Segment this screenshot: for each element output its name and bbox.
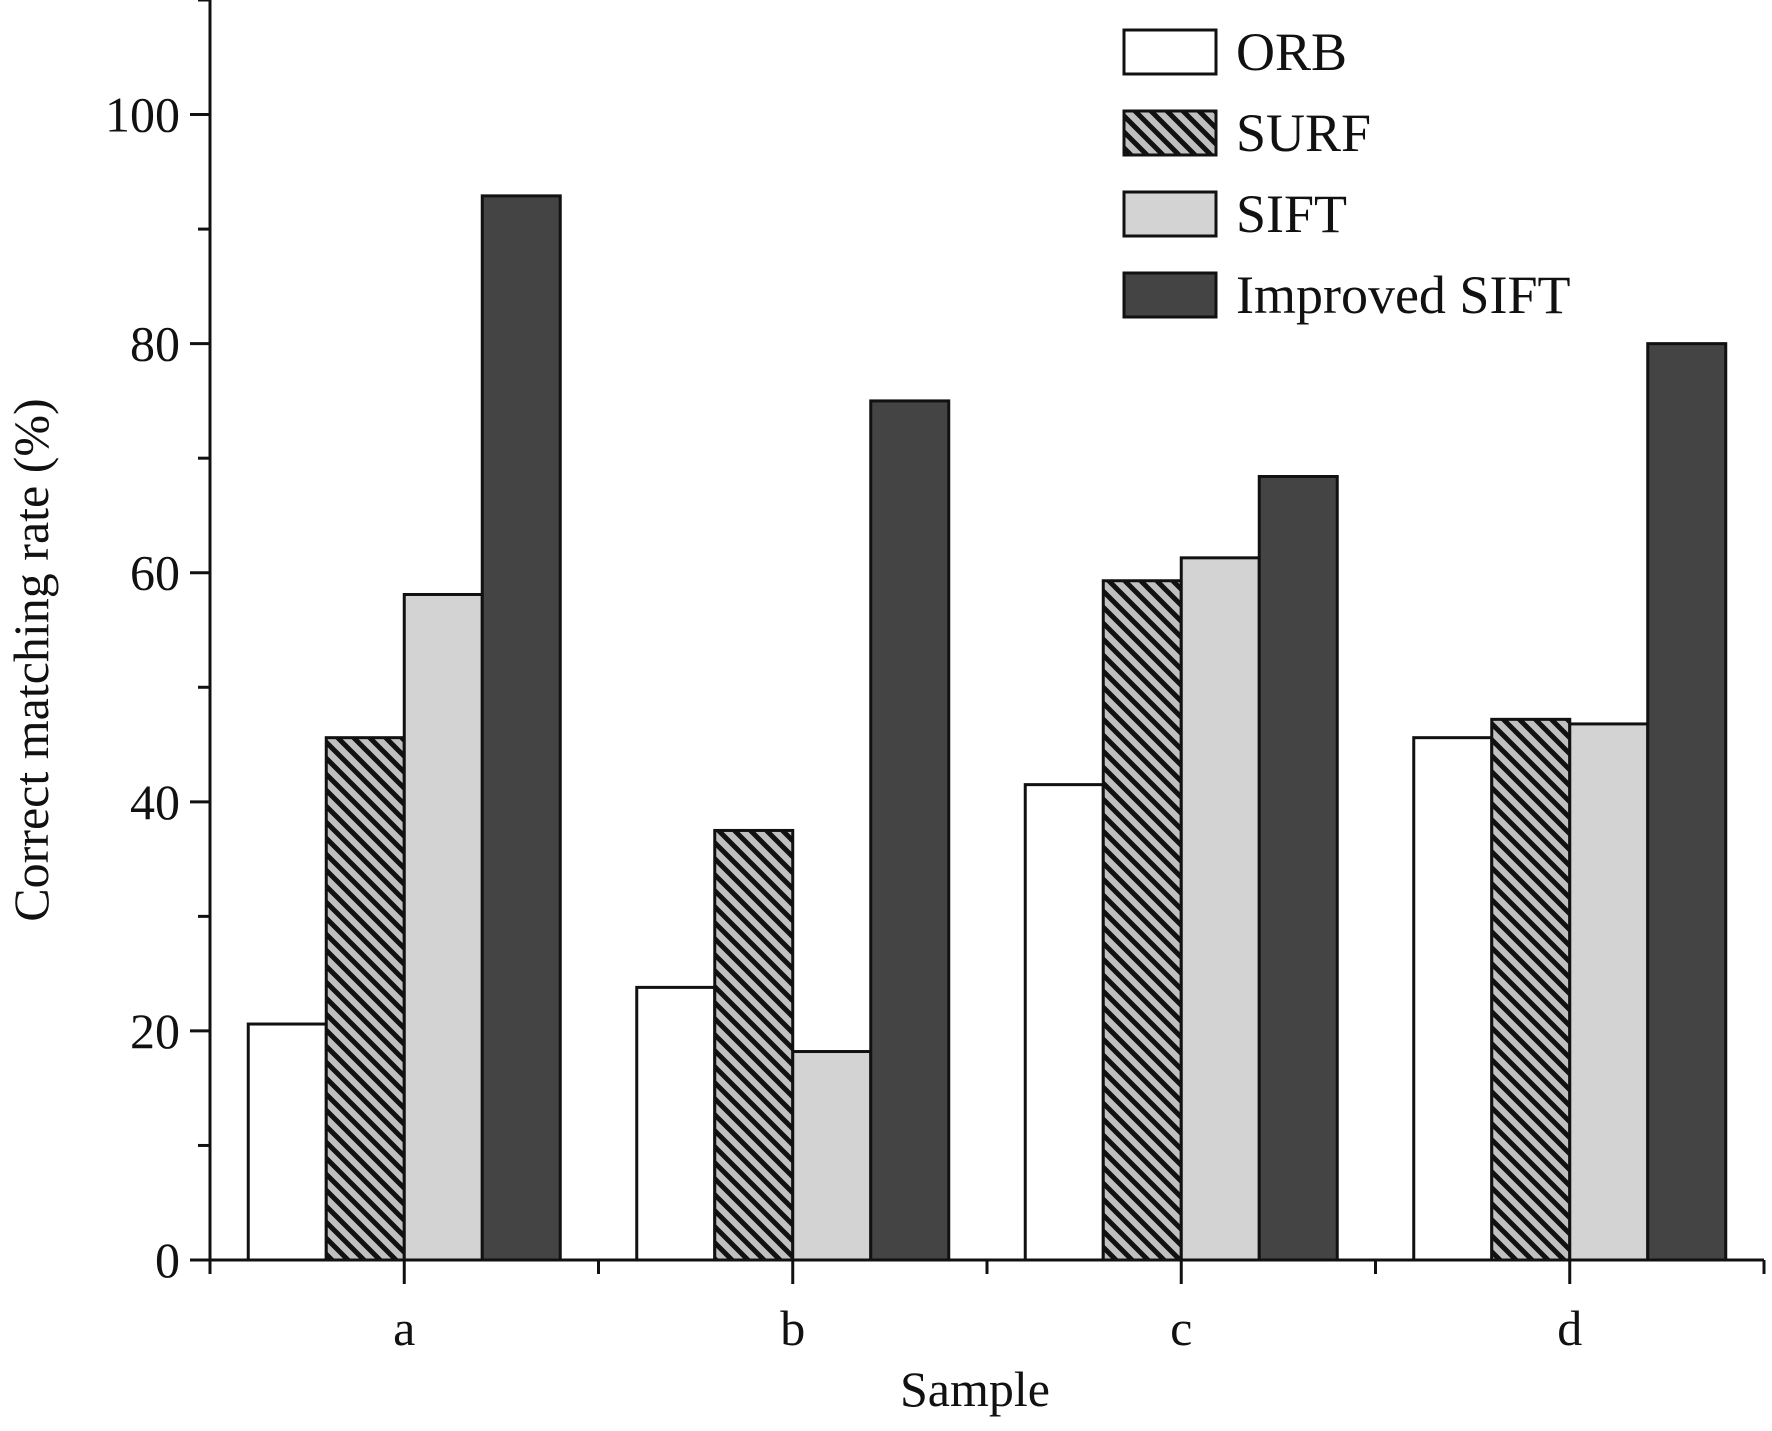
x-tick-label-a: a	[393, 1300, 415, 1356]
y-tick-label: 60	[130, 545, 180, 601]
bar-improved-sift-c	[1257, 475, 1339, 1262]
bar-sift-c	[1179, 556, 1261, 1262]
legend-label-improved-sift: Improved SIFT	[1236, 265, 1570, 325]
bar-improved-sift-d	[1646, 342, 1728, 1262]
x-tick-label-b: b	[780, 1300, 805, 1356]
legend-label-orb: ORB	[1236, 22, 1347, 82]
bar-sift-b	[791, 1050, 873, 1262]
bar-sift-d	[1568, 722, 1650, 1262]
legend-swatch-sift	[1122, 190, 1218, 238]
legend-label-surf: SURF	[1236, 103, 1371, 163]
x-tick-label-d: d	[1557, 1300, 1582, 1356]
x-axis-label: Sample	[900, 1361, 1050, 1417]
bar-orb-b	[635, 985, 717, 1262]
y-tick-label: 0	[155, 1232, 180, 1288]
y-tick-label: 100	[105, 87, 180, 143]
bar-improved-sift-b	[869, 399, 951, 1262]
bar-surf-a	[324, 736, 406, 1262]
bar-surf-b	[713, 828, 795, 1262]
bar-orb-a	[246, 1022, 328, 1262]
bar-orb-d	[1412, 736, 1494, 1262]
x-tick-label-c: c	[1170, 1300, 1192, 1356]
y-axis-label: Correct matching rate (%)	[3, 398, 59, 921]
bars-layer	[246, 194, 1728, 1262]
bar-surf-c	[1101, 579, 1183, 1262]
y-tick-label: 40	[130, 774, 180, 830]
bar-sift-a	[402, 592, 484, 1262]
legend-swatch-orb	[1122, 28, 1218, 76]
bar-surf-d	[1490, 717, 1572, 1262]
bar-improved-sift-a	[480, 194, 562, 1262]
y-tick-label: 20	[130, 1003, 180, 1059]
axes-layer: 0 20 40 60 80 100 a b c d	[105, 0, 1766, 1356]
legend-swatch-improved-sift	[1122, 271, 1218, 319]
legend-swatch-surf	[1122, 109, 1218, 157]
y-tick-label: 80	[130, 316, 180, 372]
legend-label-sift: SIFT	[1236, 184, 1347, 244]
legend: ORB SURF SIFT Improved SIFT	[1122, 22, 1570, 325]
bar-orb-c	[1023, 783, 1105, 1262]
